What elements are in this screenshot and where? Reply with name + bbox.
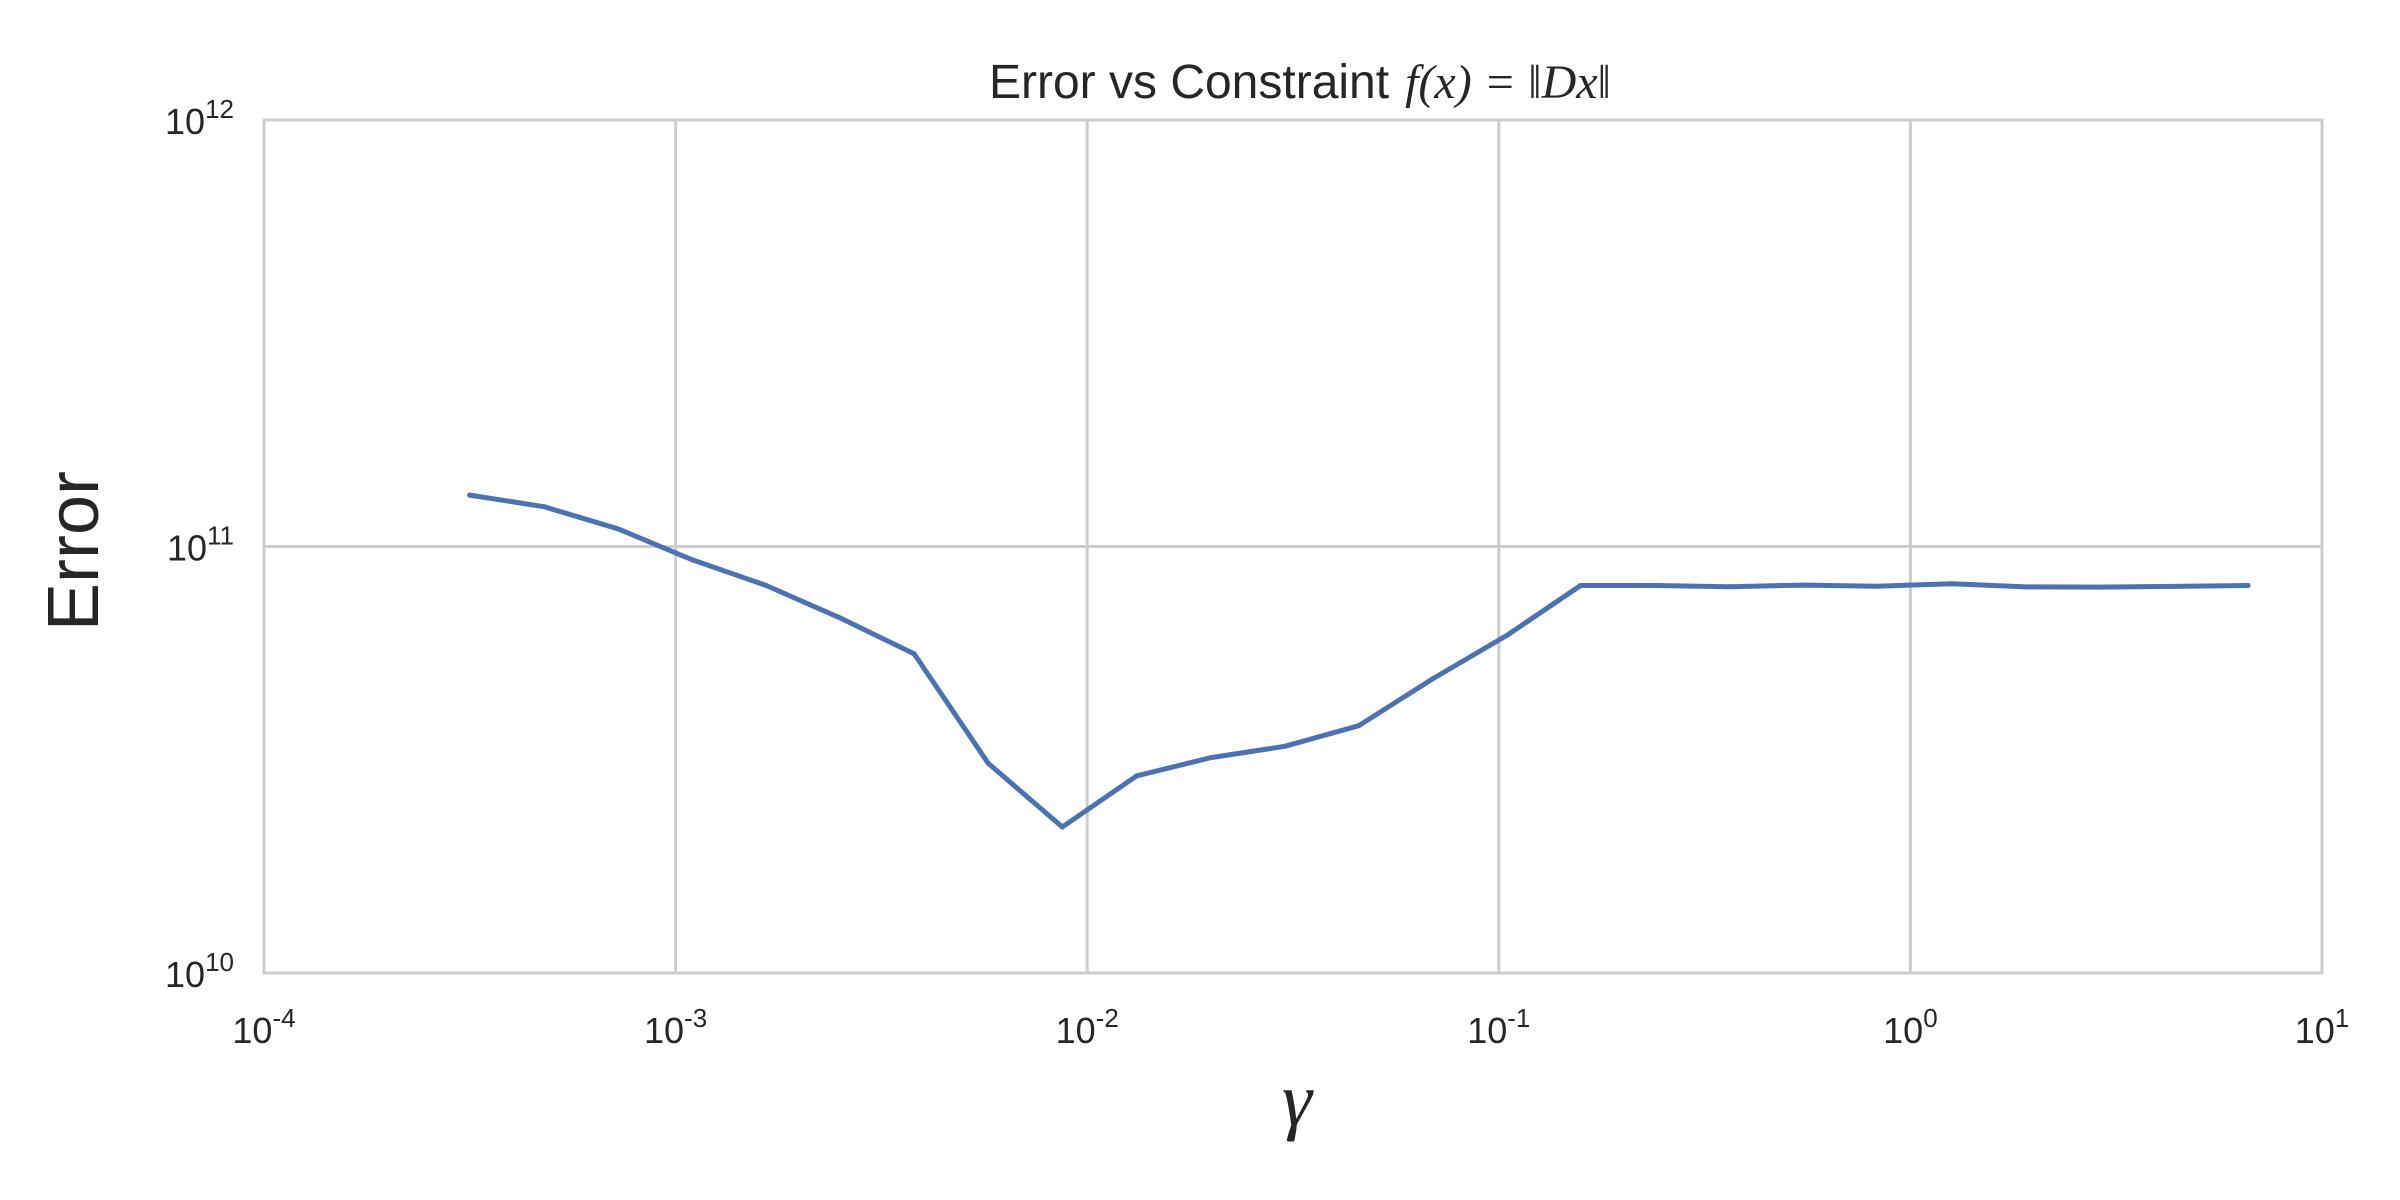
y-tick-base: 10 <box>165 954 205 995</box>
y-tick-exponent: 11 <box>207 521 234 551</box>
data-point <box>1875 583 1881 589</box>
x-tick-exponent: 1 <box>2335 1003 2349 1033</box>
x-tick-base: 10 <box>232 1010 272 1051</box>
y-tick-label: 1012 <box>165 94 234 142</box>
chart-title: Error vs Constraint f(x) = ‖Dx‖ <box>989 56 1611 109</box>
x-tick-base: 10 <box>644 1010 684 1051</box>
series-group <box>467 492 2251 830</box>
x-tick-label: 10-2 <box>1056 1003 1119 1051</box>
data-point <box>615 526 621 532</box>
y-tick-label: 1011 <box>167 521 234 569</box>
x-tick-base: 10 <box>2295 1010 2335 1051</box>
data-point <box>911 651 917 657</box>
x-tick-base: 10 <box>1883 1010 1923 1051</box>
data-point <box>837 615 843 621</box>
y-tick-base: 10 <box>165 101 205 142</box>
x-tick-label: 101 <box>2295 1003 2350 1051</box>
data-point <box>1134 773 1140 779</box>
data-point <box>1578 583 1584 589</box>
y-axis-label: Error <box>34 471 114 631</box>
data-point <box>1282 743 1288 749</box>
data-point <box>1801 582 1807 588</box>
data-point <box>690 557 696 563</box>
x-tick-label: 10-4 <box>232 1003 295 1051</box>
y-tick-base: 10 <box>167 528 207 569</box>
x-tick-base: 10 <box>1467 1010 1507 1051</box>
x-tick-label: 100 <box>1883 1003 1938 1051</box>
data-point <box>541 504 547 510</box>
x-tick-exponent: 0 <box>1923 1003 1937 1033</box>
data-point <box>1208 755 1214 761</box>
x-tick-exponent: -2 <box>1096 1003 1119 1033</box>
data-point <box>763 583 769 589</box>
x-tick-exponent: -3 <box>684 1003 707 1033</box>
data-point <box>1059 824 1065 830</box>
data-point <box>2023 584 2029 590</box>
data-point <box>2245 583 2251 589</box>
data-point <box>1505 632 1511 638</box>
chart-title-text: Error vs Constraint <box>989 56 1389 109</box>
data-point <box>2096 584 2102 590</box>
data-point <box>467 492 473 498</box>
data-point <box>1652 583 1658 589</box>
data-point <box>1949 581 1955 587</box>
chart-title-math: f(x) = ‖Dx‖ <box>1405 56 1611 109</box>
data-point <box>1430 676 1436 682</box>
data-point <box>985 760 991 766</box>
y-tick-exponent: 10 <box>205 947 234 977</box>
plot-frame <box>262 118 2324 975</box>
data-point <box>1726 584 1732 590</box>
x-tick-exponent: -1 <box>1507 1003 1530 1033</box>
x-tick-labels: 10-4 10-3 10-2 10-1 100 101 <box>232 1003 2349 1051</box>
x-tick-base: 10 <box>1056 1010 1096 1051</box>
x-axis-label: γ <box>1282 1058 1314 1142</box>
x-tick-exponent: -4 <box>272 1003 295 1033</box>
data-point <box>2171 583 2177 589</box>
x-tick-label: 10-3 <box>644 1003 707 1051</box>
x-tick-label: 10-1 <box>1467 1003 1530 1051</box>
y-tick-label: 1010 <box>165 947 234 995</box>
data-point <box>1356 723 1362 729</box>
y-tick-exponent: 12 <box>205 94 234 124</box>
